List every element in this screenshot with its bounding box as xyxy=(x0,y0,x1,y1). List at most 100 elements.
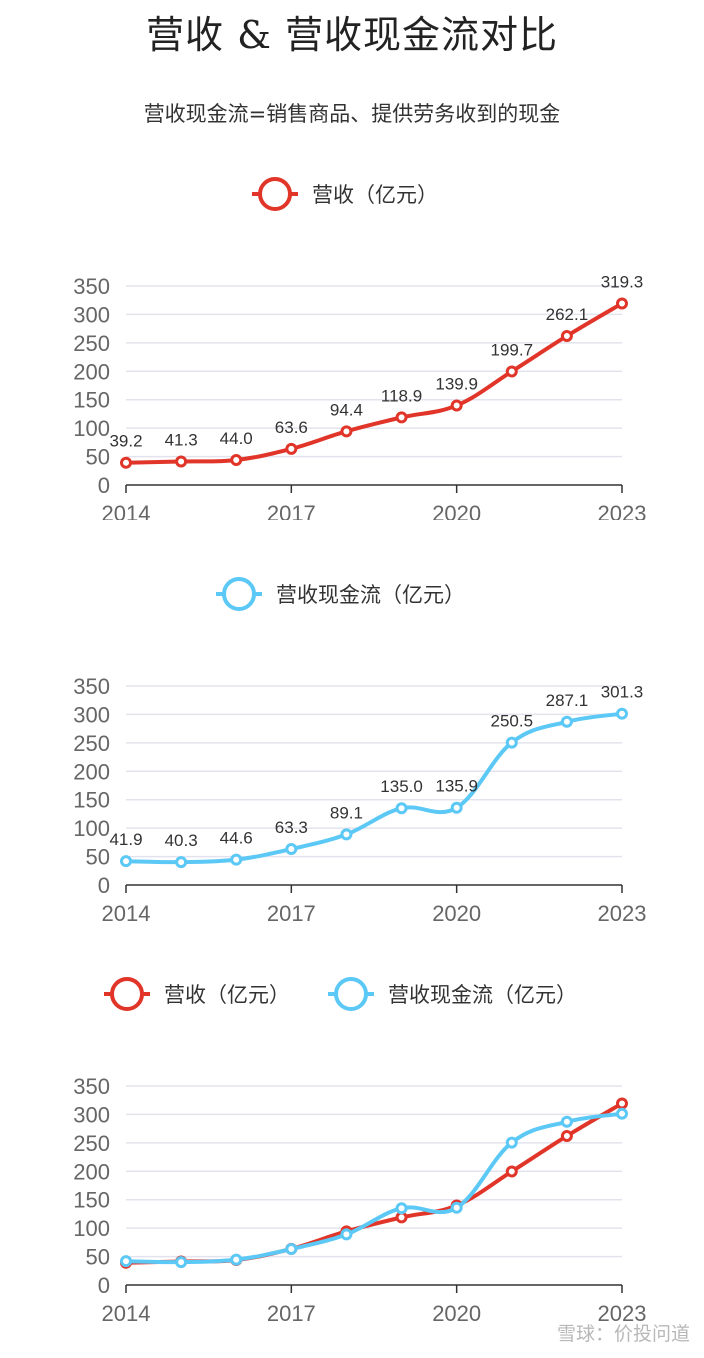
data-point xyxy=(340,1228,353,1241)
data-label: 199.7 xyxy=(491,340,534,359)
x-tick-label: 2017 xyxy=(267,501,316,520)
data-label: 44.0 xyxy=(220,429,253,448)
data-label: 301.3 xyxy=(601,683,644,702)
data-point xyxy=(450,1201,463,1214)
data-point xyxy=(395,1211,408,1224)
comparison-chart: 0 50 100 150 200 250 300 350 2014 2017 2020 2023 营收（… xyxy=(73,977,647,1326)
data-point xyxy=(616,1107,628,1120)
series-line-revenue xyxy=(125,301,624,465)
legend-marker xyxy=(110,977,144,1011)
x-tick-label: 2014 xyxy=(102,501,151,520)
data-label: 40.3 xyxy=(165,831,198,850)
data-point xyxy=(505,365,518,378)
data-label: 39.2 xyxy=(109,432,142,451)
data-point xyxy=(560,329,573,342)
data-label: 262.1 xyxy=(546,305,589,324)
data-point xyxy=(450,399,463,412)
data-point xyxy=(395,1202,408,1215)
page-title: 营收 & 营收现金流对比 xyxy=(146,13,558,57)
y-tick-label: 100 xyxy=(73,816,110,841)
data-label: 41.3 xyxy=(165,431,198,450)
data-label: 63.3 xyxy=(275,818,308,837)
x-tick-label: 2020 xyxy=(432,901,481,926)
y-tick-label: 150 xyxy=(73,788,110,813)
data-label: 63.6 xyxy=(275,418,308,437)
x-tick-label: 2023 xyxy=(598,901,647,926)
y-tick-label: 200 xyxy=(73,359,110,384)
legend-marker xyxy=(258,177,292,211)
legend-item: 营收（亿元） xyxy=(104,977,290,1011)
y-tick-label: 100 xyxy=(73,1216,110,1241)
legend-label: 营收现金流（亿元） xyxy=(388,983,577,1007)
revenue-chart: 0 50 100 150 200 250 300 350 2014 2017 2020 2023 营收（… xyxy=(73,177,647,520)
data-point xyxy=(285,442,298,455)
legend-label: 营收（亿元） xyxy=(164,983,290,1007)
y-tick-label: 50 xyxy=(86,1245,110,1270)
series-line-cashflow xyxy=(125,1111,623,1265)
x-tick-label: 2017 xyxy=(267,1301,316,1326)
data-label: 44.6 xyxy=(220,829,253,848)
data-point xyxy=(230,453,243,466)
y-tick-label: 250 xyxy=(73,1131,110,1156)
data-point xyxy=(505,1165,518,1178)
data-point xyxy=(340,425,353,438)
y-tick-label: 50 xyxy=(86,845,110,870)
data-label: 139.9 xyxy=(435,374,478,393)
series-line-cashflow xyxy=(125,711,623,865)
data-point xyxy=(120,855,132,868)
y-tick-label: 350 xyxy=(73,274,110,299)
data-label: 118.9 xyxy=(381,386,422,405)
y-tick-label: 200 xyxy=(73,759,110,784)
y-tick-label: 50 xyxy=(86,445,110,470)
watermark: 雪球：价投问道 xyxy=(556,1323,690,1345)
y-tick-label: 300 xyxy=(73,302,110,327)
data-label: 319.3 xyxy=(601,272,644,291)
y-tick-label: 150 xyxy=(73,1188,110,1213)
data-point xyxy=(560,1129,573,1142)
y-tick-label: 250 xyxy=(73,331,110,356)
data-label: 287.1 xyxy=(546,691,589,710)
data-point xyxy=(230,1253,243,1266)
data-point xyxy=(616,297,628,310)
data-label: 250.5 xyxy=(491,712,534,731)
legend-label: 营收（亿元） xyxy=(312,183,438,207)
x-tick-label: 2014 xyxy=(102,901,151,926)
y-tick-label: 0 xyxy=(98,473,110,498)
data-point xyxy=(285,1243,298,1256)
y-tick-label: 100 xyxy=(73,416,110,441)
data-label: 135.9 xyxy=(435,777,478,796)
data-point xyxy=(616,707,628,720)
legend-label: 营收现金流（亿元） xyxy=(276,583,465,607)
data-label: 41.9 xyxy=(109,830,142,849)
data-point xyxy=(175,455,188,468)
legend-item: 营收现金流（亿元） xyxy=(216,577,465,611)
legend-item: 营收现金流（亿元） xyxy=(328,977,577,1011)
data-label: 135.0 xyxy=(380,777,423,796)
data-point xyxy=(120,456,132,469)
data-label: 94.4 xyxy=(330,400,363,419)
x-tick-label: 2020 xyxy=(432,1301,481,1326)
legend-marker xyxy=(222,577,256,611)
page-subtitle: 营收现金流=销售商品、提供劳务收到的现金 xyxy=(143,102,561,126)
data-point xyxy=(285,843,298,856)
data-point xyxy=(560,1115,573,1128)
x-tick-label: 2023 xyxy=(598,501,647,520)
y-tick-label: 200 xyxy=(73,1159,110,1184)
x-tick-label: 2014 xyxy=(102,1301,151,1326)
x-tick-label: 2023 xyxy=(598,1301,647,1326)
data-point xyxy=(505,1136,518,1149)
cashflow-chart: 0 50 100 150 200 250 300 350 2014 2017 2020 2023 营收现… xyxy=(73,577,647,926)
data-point xyxy=(230,853,243,866)
y-tick-label: 300 xyxy=(73,1102,110,1127)
y-tick-label: 150 xyxy=(73,388,110,413)
x-tick-label: 2017 xyxy=(267,901,316,926)
data-point xyxy=(120,1255,132,1268)
data-point xyxy=(616,1097,628,1110)
data-point xyxy=(395,802,408,815)
y-tick-label: 0 xyxy=(98,1273,110,1298)
data-point xyxy=(450,801,463,814)
x-tick-label: 2020 xyxy=(432,501,481,520)
data-point xyxy=(560,715,573,728)
y-tick-label: 350 xyxy=(73,1074,110,1099)
data-point xyxy=(395,411,408,424)
